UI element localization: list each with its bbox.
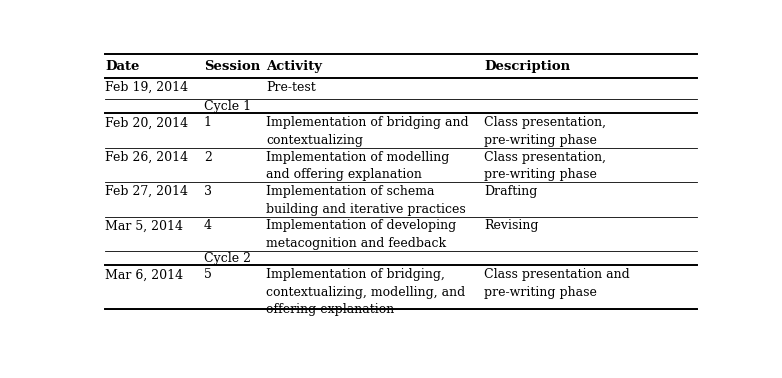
Text: Feb 26, 2014: Feb 26, 2014 (105, 151, 188, 164)
Text: 4: 4 (204, 219, 212, 232)
Text: 1: 1 (204, 116, 212, 129)
Text: Feb 20, 2014: Feb 20, 2014 (105, 116, 188, 129)
Text: Pre-test: Pre-test (266, 81, 316, 94)
Text: Feb 19, 2014: Feb 19, 2014 (105, 81, 188, 94)
Text: Class presentation and
pre-writing phase: Class presentation and pre-writing phase (484, 268, 630, 299)
Text: Description: Description (484, 59, 571, 73)
Text: Cycle 2: Cycle 2 (204, 252, 251, 265)
Text: 2: 2 (204, 151, 212, 164)
Text: Feb 27, 2014: Feb 27, 2014 (105, 185, 188, 198)
Text: Implementation of bridging and
contextualizing: Implementation of bridging and contextua… (266, 116, 469, 147)
Text: Mar 5, 2014: Mar 5, 2014 (105, 219, 183, 232)
Text: Implementation of bridging,
contextualizing, modelling, and
offering explanation: Implementation of bridging, contextualiz… (266, 268, 465, 316)
Text: Activity: Activity (266, 59, 322, 73)
Text: 3: 3 (204, 185, 212, 198)
Text: Class presentation,
pre-writing phase: Class presentation, pre-writing phase (484, 116, 606, 147)
Text: Session: Session (204, 59, 260, 73)
Text: Implementation of schema
building and iterative practices: Implementation of schema building and it… (266, 185, 466, 215)
Text: Cycle 1: Cycle 1 (204, 100, 251, 113)
Text: Implementation of modelling
and offering explanation: Implementation of modelling and offering… (266, 151, 450, 181)
Text: Mar 6, 2014: Mar 6, 2014 (105, 268, 183, 281)
Text: Class presentation,
pre-writing phase: Class presentation, pre-writing phase (484, 151, 606, 181)
Text: Drafting: Drafting (484, 185, 538, 198)
Text: Implementation of developing
metacognition and feedback: Implementation of developing metacogniti… (266, 219, 457, 250)
Text: Revising: Revising (484, 219, 539, 232)
Text: 5: 5 (204, 268, 212, 281)
Text: Date: Date (105, 59, 139, 73)
